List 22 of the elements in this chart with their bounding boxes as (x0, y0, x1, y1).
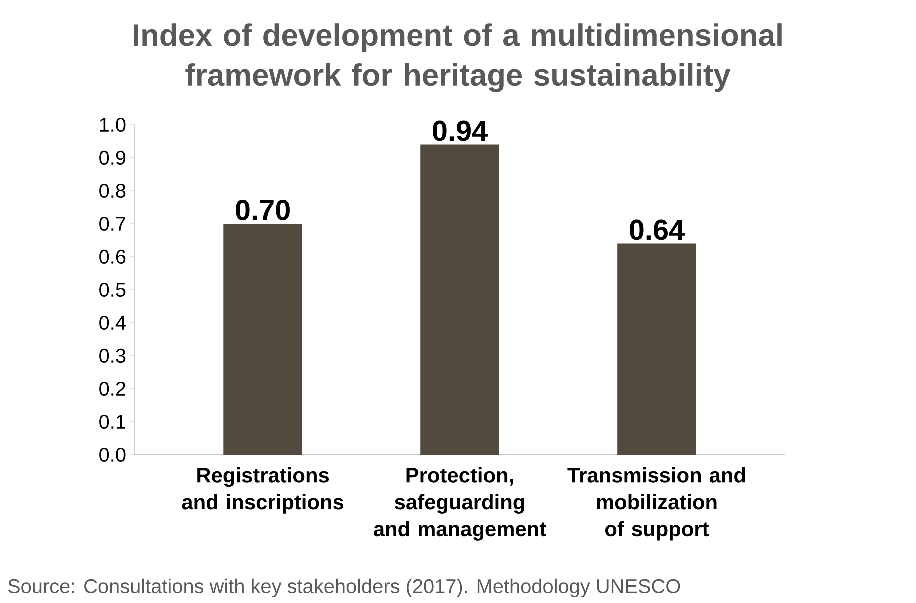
y-tick-label: 0.0 (100, 448, 126, 462)
x-tick-label: Registrations and inscriptions (182, 467, 344, 514)
y-tick-label: 0.4 (100, 316, 126, 330)
y-tick-label: 0.1 (100, 414, 126, 430)
source-note: Source: Consultations with key stakeholders (2017). Methodology UNESCO (8, 578, 680, 598)
data-label: 0.64 (630, 220, 685, 240)
data-label: 0.70 (236, 200, 290, 220)
y-tick-label: 0.8 (100, 184, 126, 198)
x-tick-label: Transmission and mobilization of support (568, 467, 746, 541)
y-tick-label: 0.6 (100, 250, 126, 264)
bar (224, 224, 302, 455)
y-tick-label: 0.2 (100, 382, 126, 396)
y-tick-label: 0.5 (100, 282, 126, 298)
y-tick-label: 0.9 (100, 150, 126, 166)
y-tick-label: 0.3 (100, 348, 126, 364)
y-tick-label: 1.0 (100, 118, 126, 132)
bar (618, 244, 696, 455)
chart-title: Index of development of a multidimensional framework for heritage sustainability (134, 24, 782, 92)
x-tick-label: Protection, safeguarding and management (374, 467, 546, 541)
y-tick-label: 0.7 (100, 216, 126, 232)
bar (420, 144, 500, 455)
data-label: 0.94 (433, 120, 488, 142)
